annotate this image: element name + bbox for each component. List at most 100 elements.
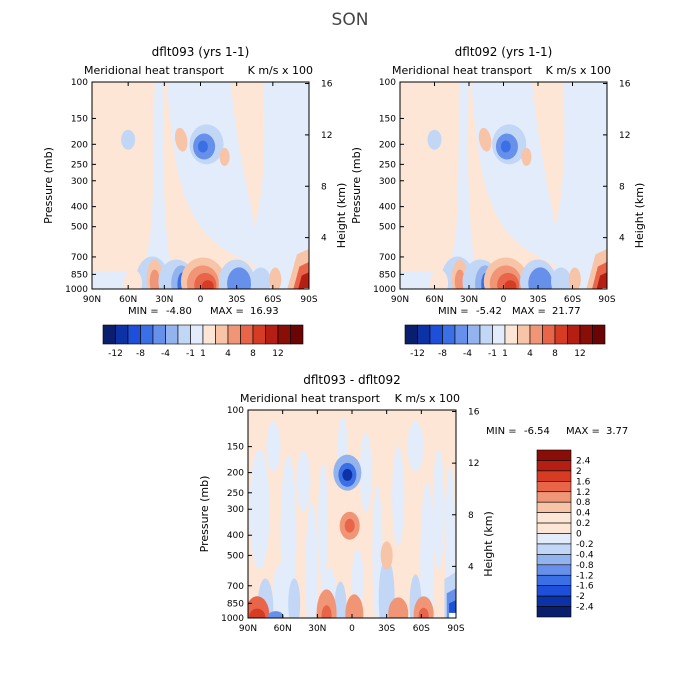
x-tick-label: 30S xyxy=(378,624,395,634)
colorbar-swatch xyxy=(492,324,506,345)
colorbar-label: 8 xyxy=(552,349,558,359)
colorbar-swatch xyxy=(536,564,572,576)
y-tick-label: 200 xyxy=(379,140,396,150)
contour-field xyxy=(248,410,456,618)
y-right-tick-label: 12 xyxy=(468,459,479,469)
panel-subtitle-right: K m/s x 100 xyxy=(248,64,313,77)
panel-2: 90N 60N 30N 0 30S 60S 90S 100 150 200 250 300 400 500… xyxy=(350,45,646,359)
colorbar-swatch xyxy=(467,324,481,345)
x-tick-label: 0 xyxy=(198,295,204,305)
contour-field xyxy=(92,82,309,289)
x-tick-label: 90S xyxy=(447,624,464,634)
colorbar-label: -0.2 xyxy=(576,540,594,550)
y-tick-label: 1000 xyxy=(65,285,88,295)
colorbar-label: 1 xyxy=(200,349,206,359)
colorbar-label: 0.8 xyxy=(576,498,591,508)
y-tick-label: 1000 xyxy=(373,285,396,295)
colorbar-swatch xyxy=(536,522,572,534)
max-label: MAX = xyxy=(566,426,600,437)
colorbar-swatch xyxy=(536,595,572,607)
x-tick-label: 60N xyxy=(425,295,443,305)
colorbar-swatch xyxy=(102,324,116,345)
colorbar-swatch xyxy=(536,512,572,524)
colorbar-swatch xyxy=(290,324,304,345)
colorbar-swatch xyxy=(240,324,254,345)
colorbar-swatch xyxy=(140,324,154,345)
colorbar-swatch xyxy=(592,324,606,345)
panel-subtitle-right: K m/s x 100 xyxy=(546,64,611,77)
panel-subtitle-left: Meridional heat transport xyxy=(84,64,225,77)
y-right-tick-label: 8 xyxy=(468,511,474,521)
colorbar-label: -8 xyxy=(136,349,145,359)
colorbar-swatch xyxy=(227,324,241,345)
x-tick-label: 30S xyxy=(228,295,245,305)
colorbar-label: 4 xyxy=(527,349,533,359)
x-tick-label: 90S xyxy=(598,295,615,305)
min-value: -4.80 xyxy=(166,306,192,317)
colorbar-swatch xyxy=(127,324,141,345)
min-label: MIN = xyxy=(128,306,159,317)
colorbar-swatch xyxy=(536,574,572,586)
max-value: 21.77 xyxy=(552,306,581,317)
y-tick-label: 150 xyxy=(71,114,88,124)
x-tick-label: 30N xyxy=(155,295,173,305)
max-value: 16.93 xyxy=(250,306,279,317)
panel-title: dflt093 - dflt092 xyxy=(303,373,401,387)
colorbar-swatch xyxy=(536,481,572,493)
colorbar-label: 4 xyxy=(225,349,231,359)
y-right-axis-title: Height (km) xyxy=(633,183,646,249)
y-tick-label: 200 xyxy=(71,140,88,150)
y-right-tick-label: 16 xyxy=(468,408,480,418)
min-value: -6.54 xyxy=(524,426,550,437)
y-right-tick-label: 4 xyxy=(468,562,474,572)
panel-title: dflt092 (yrs 1-1) xyxy=(455,45,553,59)
y-tick-label: 400 xyxy=(227,531,244,541)
y-right-axis-title: Height (km) xyxy=(335,183,348,249)
colorbar-label: 12 xyxy=(272,349,283,359)
panel-subtitle-left: Meridional heat transport xyxy=(392,64,533,77)
x-tick-label: 60S xyxy=(413,624,430,634)
x-tick-label: 90N xyxy=(239,624,257,634)
x-tick-label: 30S xyxy=(529,295,546,305)
colorbar-swatch xyxy=(417,324,431,345)
colorbar-swatch xyxy=(517,324,531,345)
colorbar-label: 0 xyxy=(576,530,582,540)
colorbar-label: -12 xyxy=(108,349,123,359)
y-right-tick-label: 4 xyxy=(321,234,327,244)
y-tick-label: 100 xyxy=(379,78,396,88)
y-tick-label: 1000 xyxy=(221,614,244,624)
panel-subtitle-left: Meridional heat transport xyxy=(240,392,381,405)
y-tick-label: 400 xyxy=(379,203,396,213)
contour-field xyxy=(400,82,607,289)
y-right-axis-title: Height (km) xyxy=(482,511,495,577)
colorbar-swatch xyxy=(536,470,572,482)
min-label: MIN = xyxy=(486,426,517,437)
x-tick-label: 0 xyxy=(501,295,507,305)
colorbar-swatch xyxy=(567,324,581,345)
y-axis-title: Pressure (mb) xyxy=(42,147,55,224)
y-tick-label: 700 xyxy=(227,582,244,592)
colorbar-label: 0.2 xyxy=(576,519,590,529)
y-tick-label: 700 xyxy=(71,253,88,263)
y-axis-title: Pressure (mb) xyxy=(350,147,363,224)
colorbar-swatch xyxy=(215,324,229,345)
colorbar-label: 1.6 xyxy=(576,477,591,487)
x-tick-label: 90N xyxy=(83,295,101,305)
y-right-tick-label: 12 xyxy=(321,131,332,141)
y-tick-label: 500 xyxy=(379,223,396,233)
colorbar-label: -1.2 xyxy=(576,571,594,581)
colorbar-swatch xyxy=(202,324,216,345)
y-tick-label: 100 xyxy=(227,406,244,416)
x-tick-label: 90S xyxy=(300,295,317,305)
colorbar-swatch xyxy=(479,324,493,345)
colorbar-swatch xyxy=(536,449,572,461)
colorbar-swatch xyxy=(536,460,572,472)
colorbar-label: -8 xyxy=(438,349,447,359)
y-tick-label: 300 xyxy=(379,177,396,187)
colorbar-swatch xyxy=(542,324,556,345)
colorbar-label: 1.2 xyxy=(576,488,590,498)
y-tick-label: 250 xyxy=(379,160,396,170)
y-tick-label: 850 xyxy=(379,270,396,280)
colorbar-swatch xyxy=(536,533,572,545)
panel-1: 90N 60N 30N 0 30S 60S 90S 100 150 200 250 300 400 500… xyxy=(42,45,348,359)
